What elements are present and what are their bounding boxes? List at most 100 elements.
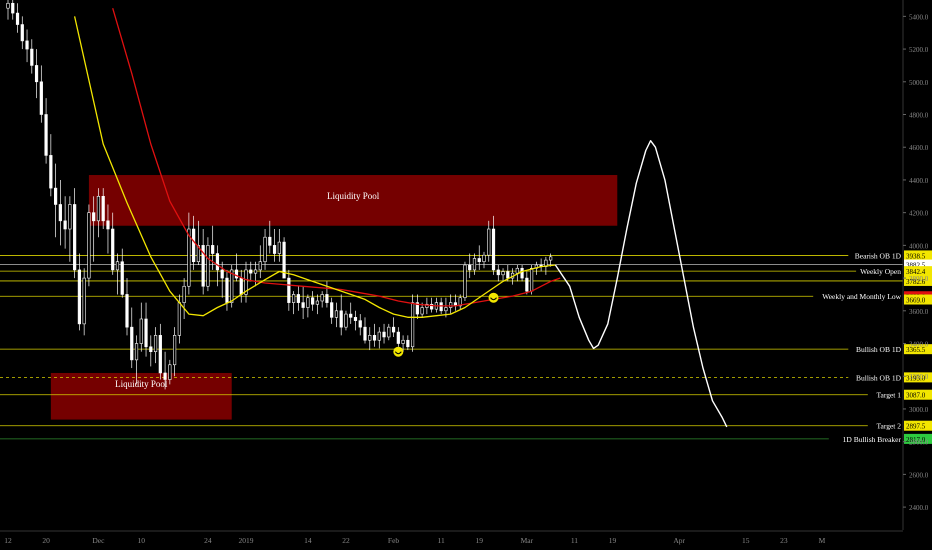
candle-body xyxy=(87,212,91,279)
price-tick-label: 3000.0 xyxy=(909,406,929,414)
time-tick-label: 11 xyxy=(438,536,445,545)
time-tick-label: 24 xyxy=(204,536,212,545)
candle-body xyxy=(68,204,72,230)
candle-body xyxy=(358,320,362,328)
time-tick-label: 12 xyxy=(4,536,12,545)
time-tick-label: 2019 xyxy=(239,536,254,545)
price-axis[interactable]: 2400.0 2600.0 2800.0 3000.0 3200.0 3400.0 3600… xyxy=(902,0,929,530)
candle-body xyxy=(58,204,62,222)
candle-body xyxy=(439,302,443,312)
candle-body xyxy=(549,256,553,261)
price-tag-label: 3669.0 xyxy=(906,297,926,305)
price-tag xyxy=(904,259,932,270)
price-tick-label: 4800.0 xyxy=(909,112,929,120)
candle-body xyxy=(382,331,386,338)
level-label-bg xyxy=(867,389,903,400)
price-tick-label: 2400.0 xyxy=(909,504,929,512)
price-tag xyxy=(904,372,932,383)
liquidity-pool-zone xyxy=(50,372,232,420)
candle-body xyxy=(163,372,167,380)
price-tag xyxy=(904,294,932,305)
level-label-bg xyxy=(848,344,903,355)
candle-body xyxy=(320,294,324,302)
level-label: Target 2 xyxy=(876,422,901,431)
candle-body xyxy=(139,318,143,344)
signal-marker-glyph xyxy=(394,351,402,355)
price-tick-label: 3600.0 xyxy=(909,308,929,316)
candle-body xyxy=(496,269,500,276)
candle-body xyxy=(482,254,486,263)
candle-body xyxy=(515,267,519,274)
price-tick-label: 5400.0 xyxy=(909,13,929,21)
candle-body xyxy=(377,331,381,341)
candle-body xyxy=(239,277,243,295)
time-axis[interactable]: 12 20 Dec 10 24 2019 14 22 Feb 11 19 Mar 11 19 Apr 15 23… xyxy=(0,530,903,545)
candle-body xyxy=(144,318,148,348)
level-label: Weekly Open xyxy=(860,267,901,276)
candle-body xyxy=(529,267,534,292)
candle-body xyxy=(339,310,343,328)
candle-body xyxy=(263,236,267,263)
candle-body xyxy=(372,335,377,341)
time-tick-label: 19 xyxy=(609,536,617,545)
candle-body xyxy=(15,12,20,25)
candle-body xyxy=(6,2,10,9)
candle-body xyxy=(53,187,58,205)
time-tick-label: 11 xyxy=(571,536,578,545)
candle-body xyxy=(491,228,496,271)
candle-body xyxy=(120,261,124,295)
candle-body xyxy=(244,269,248,295)
time-tick-label: Mar xyxy=(521,536,534,545)
candle-body xyxy=(306,297,310,308)
price-tick-label: 4600.0 xyxy=(909,144,929,152)
candle-body xyxy=(472,258,477,271)
candle-body xyxy=(520,267,524,279)
price-tag xyxy=(904,266,932,277)
candle-body xyxy=(153,335,158,352)
price-tag xyxy=(904,389,932,400)
candle-body xyxy=(272,245,277,254)
candle-body xyxy=(49,155,53,189)
candle-body xyxy=(20,24,24,42)
candle-body xyxy=(11,2,15,14)
price-tag-label: 3842.4 xyxy=(906,268,926,276)
candles xyxy=(6,0,553,390)
candle-body xyxy=(101,195,105,222)
candle-body xyxy=(268,236,272,246)
candle-body xyxy=(82,277,86,325)
candle-body xyxy=(230,269,234,303)
candle-body xyxy=(391,326,396,333)
candle-body xyxy=(115,261,120,271)
signal-marker-glyph xyxy=(490,297,497,301)
candle-body xyxy=(330,302,334,318)
level-label: Target 1 xyxy=(876,391,901,400)
time-tick-label: 19 xyxy=(475,536,483,545)
candle-body xyxy=(430,303,434,310)
level-label-bg xyxy=(848,250,903,261)
candle-body xyxy=(458,297,462,307)
price-tick-label: 3400.0 xyxy=(909,341,929,349)
signal-markers xyxy=(393,292,499,357)
candle-body xyxy=(410,302,415,348)
candle-body xyxy=(220,269,224,279)
price-tag xyxy=(904,275,932,286)
candle-body xyxy=(444,307,448,312)
candle-body xyxy=(73,204,77,271)
candle-body xyxy=(34,65,39,83)
candle-body xyxy=(234,269,239,279)
time-tick-label: 22 xyxy=(342,536,350,545)
candle-body xyxy=(296,294,300,303)
candle-body xyxy=(277,241,281,254)
candle-body xyxy=(401,339,405,344)
price-tag xyxy=(904,250,932,261)
price-tick-label: 4200.0 xyxy=(909,210,929,218)
liquidity-pool-zone xyxy=(88,175,618,226)
candle-body xyxy=(282,241,286,279)
candle-body xyxy=(525,277,529,292)
time-tick-label: 10 xyxy=(138,536,146,545)
candle-body xyxy=(463,264,467,299)
candle-body xyxy=(134,343,139,361)
candle-body xyxy=(315,300,320,305)
price-tick-label: 2600.0 xyxy=(909,471,929,479)
